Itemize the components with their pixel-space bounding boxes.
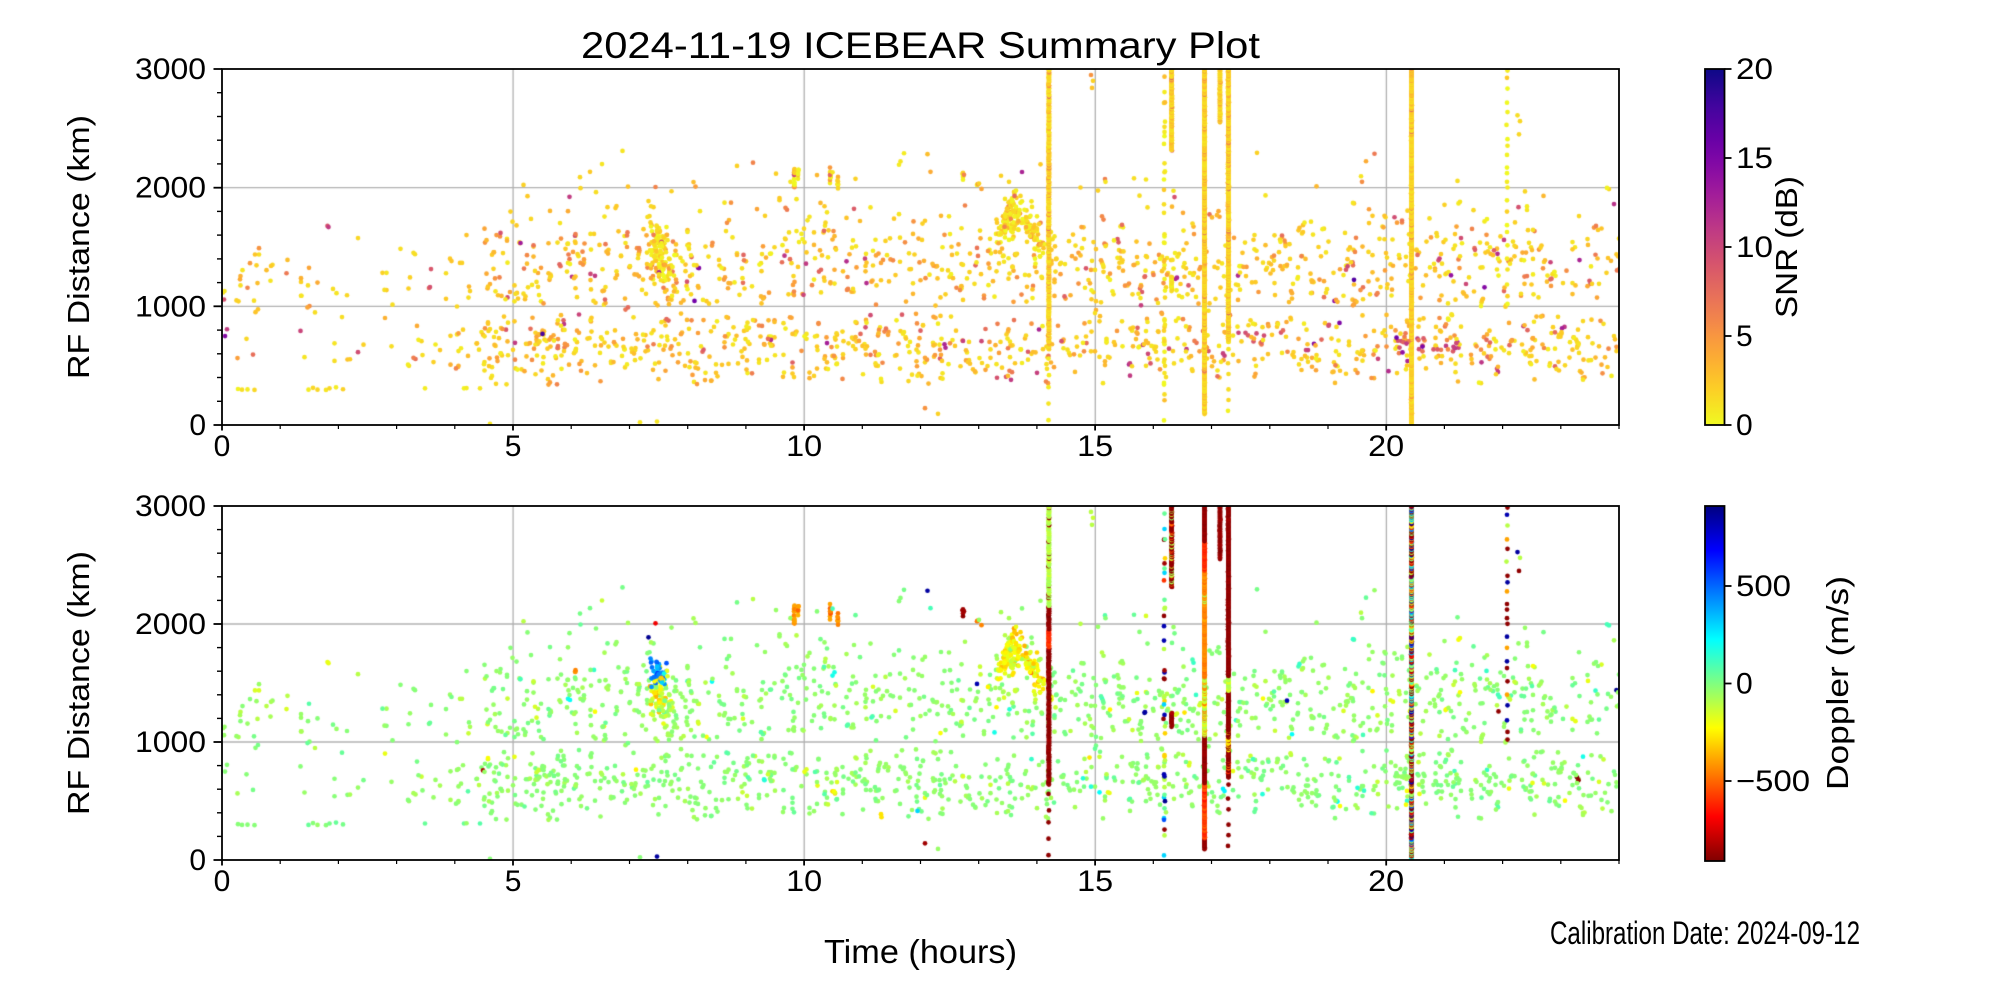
- svg-text:10: 10: [1736, 231, 1773, 264]
- svg-text:20: 20: [1368, 865, 1404, 898]
- svg-text:5: 5: [1736, 320, 1753, 353]
- svg-text:0: 0: [214, 865, 231, 898]
- svg-text:15: 15: [1736, 142, 1773, 175]
- svg-text:10: 10: [786, 865, 822, 898]
- svg-text:1000: 1000: [135, 726, 206, 759]
- svg-text:2000: 2000: [135, 608, 206, 641]
- svg-text:−500: −500: [1736, 765, 1810, 798]
- svg-text:0: 0: [189, 409, 206, 442]
- svg-text:20: 20: [1736, 53, 1773, 86]
- svg-text:15: 15: [1077, 430, 1113, 463]
- svg-text:10: 10: [786, 430, 822, 463]
- svg-text:5: 5: [505, 865, 522, 898]
- svg-text:5: 5: [505, 430, 522, 463]
- svg-text:2000: 2000: [135, 172, 206, 205]
- svg-text:0: 0: [214, 430, 231, 463]
- svg-text:20: 20: [1368, 430, 1404, 463]
- svg-text:15: 15: [1077, 865, 1113, 898]
- svg-text:Doppler (m/s): Doppler (m/s): [1820, 576, 1855, 790]
- svg-text:RF Distance (km): RF Distance (km): [61, 115, 96, 379]
- svg-text:0: 0: [1736, 409, 1753, 442]
- svg-text:2024-11-19 ICEBEAR Summary Plo: 2024-11-19 ICEBEAR Summary Plot: [581, 25, 1261, 66]
- svg-text:SNR (dB): SNR (dB): [1769, 176, 1804, 318]
- svg-text:0: 0: [189, 844, 206, 877]
- svg-text:1000: 1000: [135, 290, 206, 323]
- svg-text:500: 500: [1736, 570, 1791, 603]
- svg-text:Calibration Date: 2024-09-12: Calibration Date: 2024-09-12: [1550, 915, 1860, 951]
- svg-text:RF Distance (km): RF Distance (km): [61, 551, 96, 815]
- svg-text:0: 0: [1736, 668, 1753, 701]
- svg-text:Time (hours): Time (hours): [824, 933, 1017, 970]
- svg-text:3000: 3000: [135, 53, 206, 86]
- svg-text:3000: 3000: [135, 490, 206, 523]
